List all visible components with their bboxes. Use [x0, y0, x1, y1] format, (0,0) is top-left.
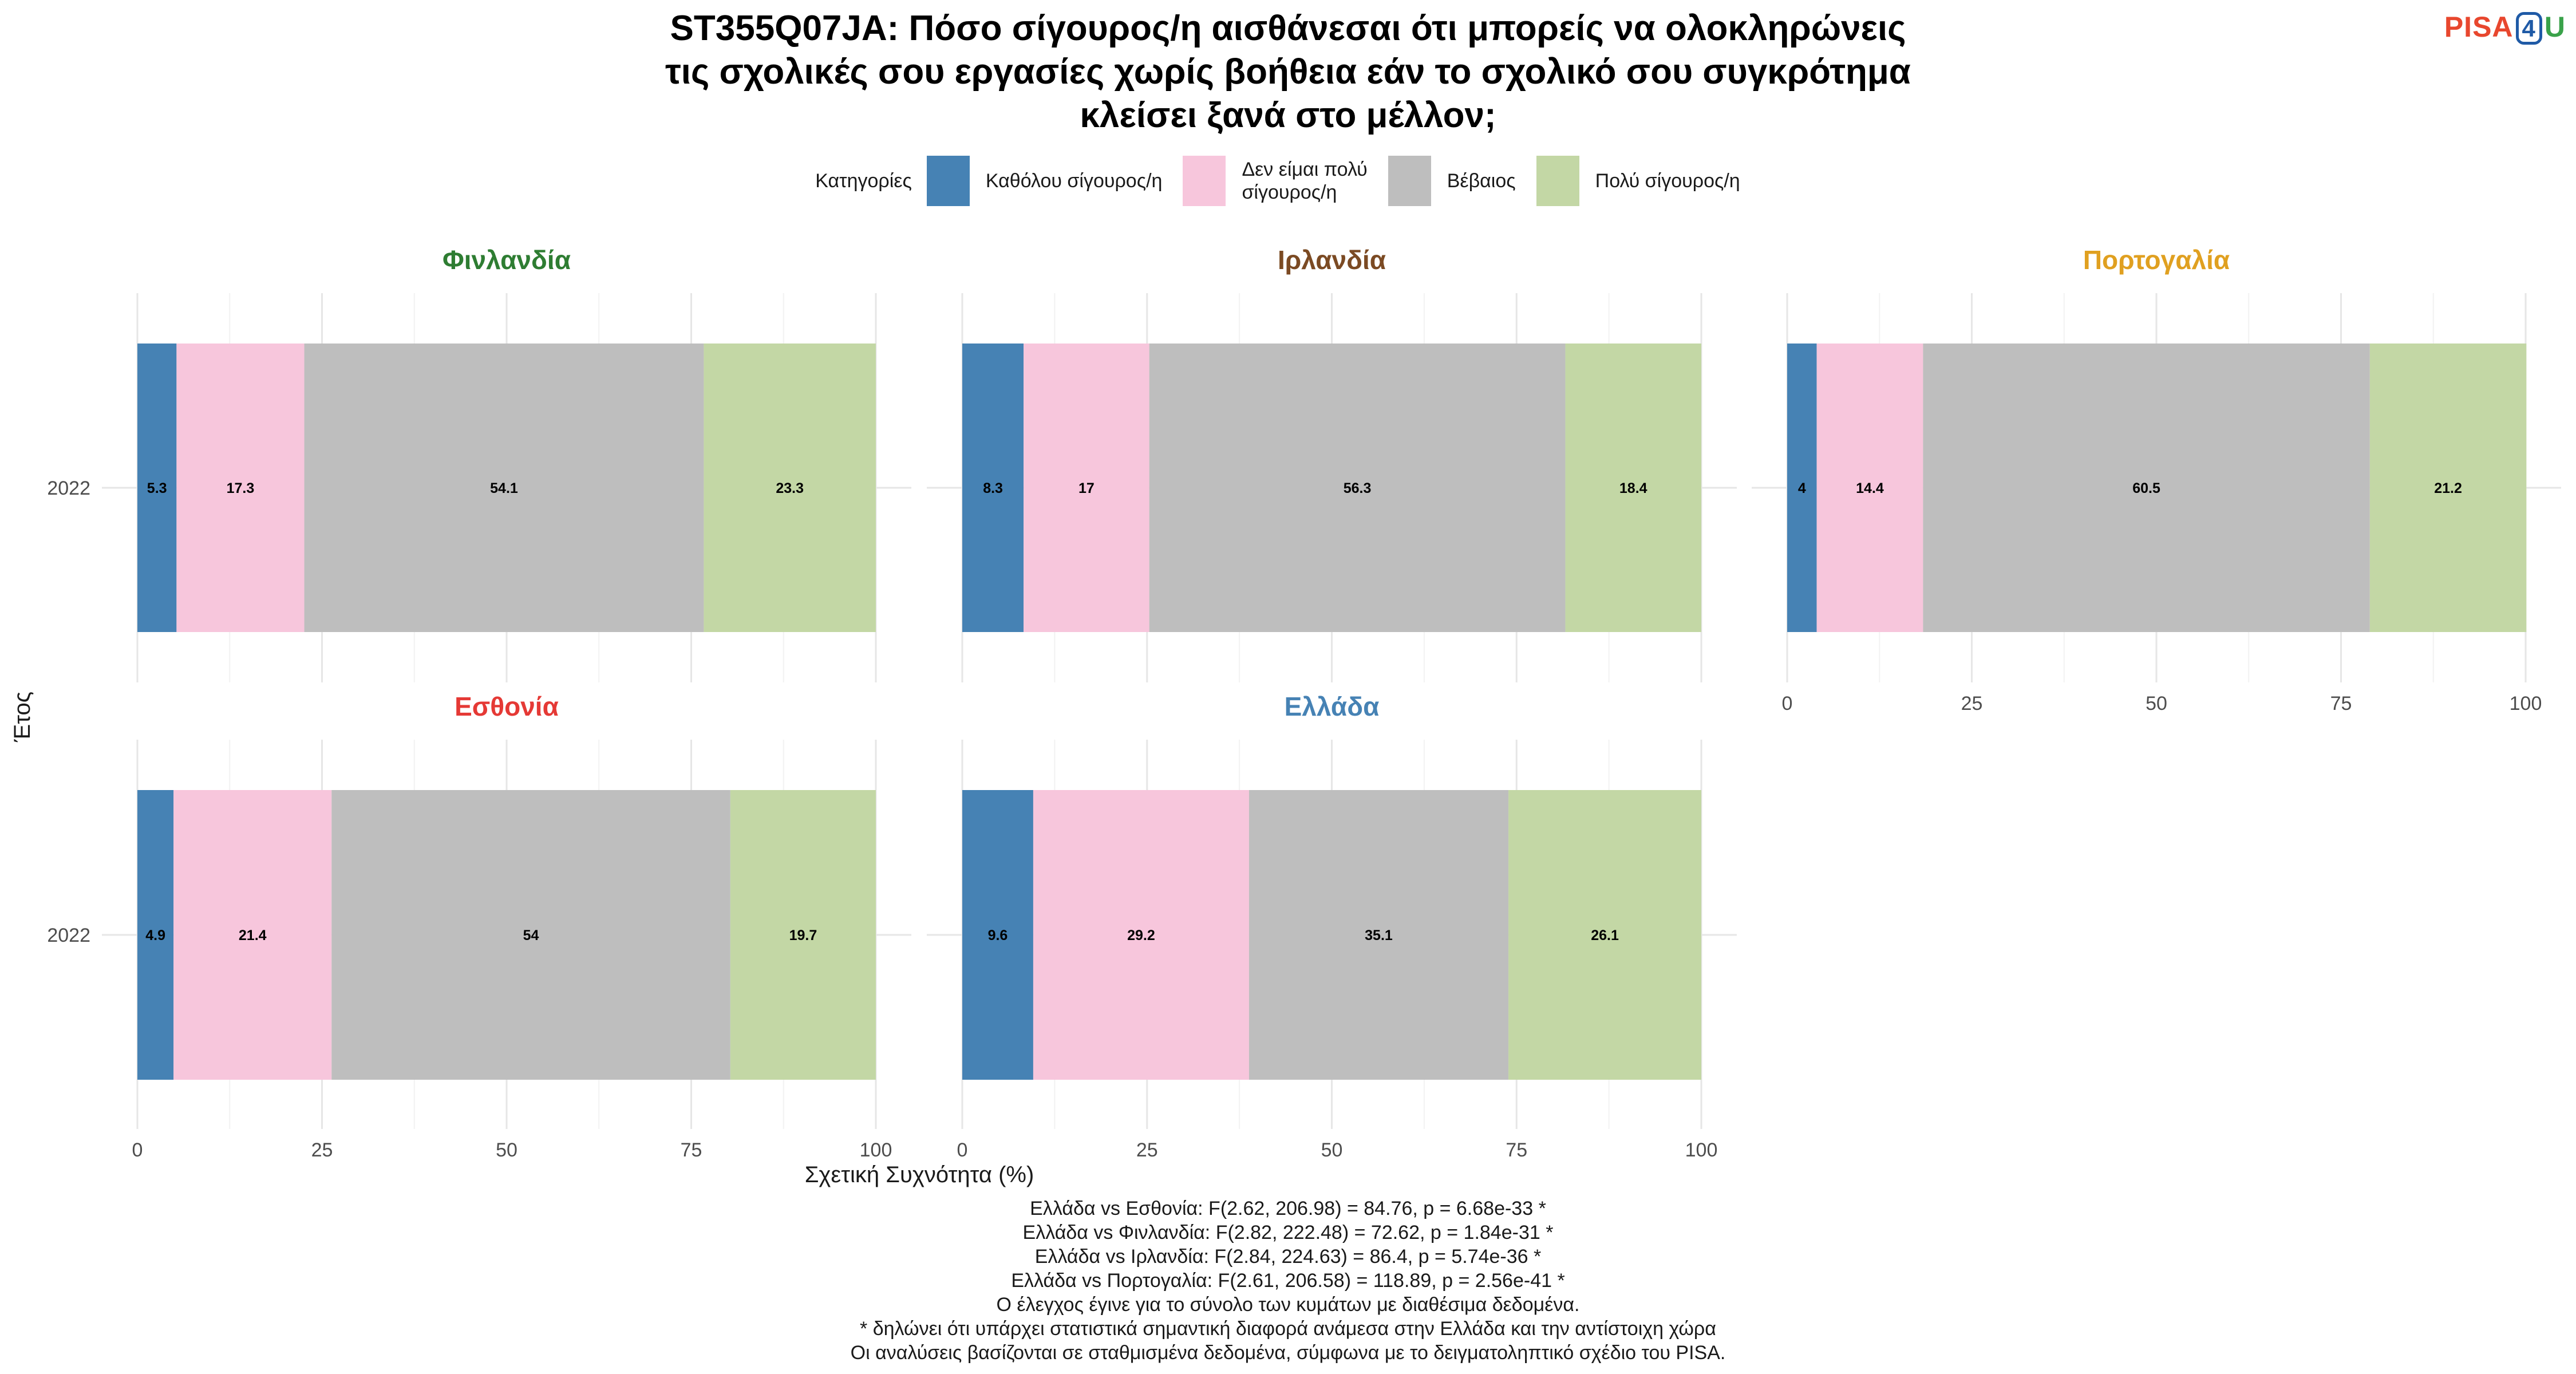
- logo-text-u: U: [2544, 11, 2566, 43]
- legend-item-not-very-sure: Δεν είμαι πολύ σίγουρος/η: [1183, 156, 1368, 206]
- bar-value-label: 17.3: [227, 480, 255, 496]
- bar-segment: [962, 344, 1024, 632]
- x-tick-label: 25: [1136, 1139, 1158, 1161]
- legend-label: Δεν είμαι πολύ σίγουρος/η: [1242, 159, 1368, 203]
- x-tick-label: 0: [132, 1139, 143, 1161]
- bar-segment: [304, 344, 704, 632]
- legend: Κατηγορίες Καθόλου σίγουρος/η Δεν είμαι …: [0, 156, 2576, 206]
- x-tick-label: 100: [860, 1139, 892, 1161]
- footnotes: Ελλάδα vs Εσθονία: F(2.62, 206.98) = 84.…: [0, 1197, 2576, 1365]
- bar-value-label: 18.4: [1619, 480, 1647, 496]
- bar-value-label: 54: [523, 927, 539, 943]
- x-tick-label: 25: [1961, 693, 1983, 714]
- title-line-2: τις σχολικές σου εργασίες χωρίς βοήθεια …: [665, 52, 1911, 92]
- bar-segment: [1923, 344, 2370, 632]
- pisa4u-logo: PISA 4 U: [2444, 10, 2566, 45]
- legend-swatch: [1388, 156, 1431, 206]
- bar-segment: [962, 790, 1033, 1080]
- bar-segment: [176, 344, 305, 632]
- bar-value-label: 14.4: [1856, 480, 1884, 496]
- bar-value-label: 60.5: [2132, 480, 2160, 496]
- panel-title: Ιρλανδία: [1278, 245, 1386, 275]
- x-tick-label: 50: [496, 1139, 517, 1161]
- note-line: Ελλάδα vs Ιρλανδία: F(2.84, 224.63) = 86…: [1034, 1246, 1542, 1268]
- bar-segment: [2369, 344, 2527, 632]
- bar-value-label: 5.3: [147, 480, 167, 496]
- bar-value-label: 21.2: [2434, 480, 2462, 496]
- legend-label: Βέβαιος: [1447, 170, 1516, 192]
- x-tick-label: 50: [2146, 693, 2167, 714]
- y-tick-label: 2022: [47, 477, 90, 499]
- bar-segment: [331, 790, 730, 1080]
- bar-value-label: 4.9: [145, 927, 165, 943]
- bar-segment: [1787, 344, 1817, 632]
- note-line: Ελλάδα vs Εσθονία: F(2.62, 206.98) = 84.…: [1030, 1198, 1546, 1219]
- legend-swatch: [926, 156, 970, 206]
- legend-title: Κατηγορίες: [815, 169, 912, 192]
- bar-segment: [704, 344, 876, 632]
- panel-title: Ελλάδα: [1285, 692, 1380, 721]
- panel-title: Πορτογαλία: [2083, 245, 2230, 275]
- legend-label: Καθόλου σίγουρος/η: [985, 170, 1163, 192]
- y-axis-title: Έτος: [10, 692, 35, 743]
- bar-segment: [137, 790, 174, 1080]
- legend-swatch: [1536, 156, 1579, 206]
- bar-value-label: 9.6: [988, 927, 1008, 943]
- title-line-3: κλείσει ξανά στο μέλλον;: [1080, 96, 1496, 135]
- note-line: Ελλάδα vs Πορτογαλία: F(2.61, 206.58) = …: [1011, 1270, 1565, 1292]
- bar-value-label: 56.3: [1344, 480, 1372, 496]
- x-axis-title: Σχετική Συχνότητα (%): [805, 1162, 1034, 1187]
- bar-segment: [173, 790, 332, 1080]
- panel-title: Εσθονία: [455, 692, 559, 721]
- note-line: Οι αναλύσεις βασίζονται σε σταθμισμένα δ…: [850, 1342, 1726, 1364]
- bar-value-label: 23.3: [776, 480, 804, 496]
- legend-item-sure: Βέβαιος: [1388, 156, 1516, 206]
- legend-item-not-at-all-sure: Καθόλου σίγουρος/η: [926, 156, 1163, 206]
- y-tick-label: 2022: [47, 925, 90, 946]
- bar-value-label: 19.7: [789, 927, 817, 943]
- legend-label: Πολύ σίγουρος/η: [1595, 170, 1740, 192]
- legend-swatch: [1183, 156, 1226, 206]
- x-tick-label: 50: [1321, 1139, 1343, 1161]
- bar-segment: [1249, 790, 1509, 1080]
- x-tick-label: 100: [2510, 693, 2542, 714]
- bar-value-label: 4: [1798, 480, 1806, 496]
- panel-title: Φινλανδία: [442, 245, 571, 275]
- bar-value-label: 26.1: [1591, 927, 1619, 943]
- bar-segment: [1816, 344, 1923, 632]
- bar-value-label: 29.2: [1127, 927, 1155, 943]
- x-tick-label: 75: [2330, 693, 2352, 714]
- bar-segment: [1508, 790, 1701, 1080]
- note-line: * δηλώνει ότι υπάρχει στατιστικά σημαντι…: [860, 1318, 1716, 1340]
- title-line-1: ST355Q07JA: Πόσο σίγουρος/η αισθάνεσαι ό…: [670, 9, 1906, 48]
- bar-value-label: 35.1: [1365, 927, 1393, 943]
- x-tick-label: 75: [681, 1139, 702, 1161]
- bar-segment: [1024, 344, 1149, 632]
- bar-value-label: 8.3: [983, 480, 1003, 496]
- bar-segment: [1565, 344, 1701, 632]
- bar-value-label: 17: [1078, 480, 1095, 496]
- bar-value-label: 21.4: [239, 927, 267, 943]
- logo-text-4: 4: [2515, 12, 2542, 45]
- logo-text-pisa: PISA: [2444, 11, 2514, 43]
- x-tick-label: 25: [311, 1139, 333, 1161]
- chart-title: ST355Q07JA: Πόσο σίγουρος/η αισθάνεσαι ό…: [0, 7, 2576, 137]
- bar-segment: [1033, 790, 1249, 1080]
- x-tick-label: 0: [957, 1139, 968, 1161]
- bar-value-label: 54.1: [490, 480, 518, 496]
- x-tick-label: 0: [1782, 693, 1793, 714]
- note-line: Ελλάδα vs Φινλανδία: F(2.82, 222.48) = 7…: [1022, 1222, 1554, 1243]
- x-tick-label: 100: [1685, 1139, 1718, 1161]
- bar-segment: [137, 344, 177, 632]
- x-tick-label: 75: [1506, 1139, 1527, 1161]
- bar-segment: [1149, 344, 1566, 632]
- bar-segment: [730, 790, 876, 1080]
- note-line: Ο έλεγχος έγινε για το σύνολο των κυμάτω…: [996, 1294, 1580, 1316]
- legend-item-very-sure: Πολύ σίγουρος/η: [1536, 156, 1740, 206]
